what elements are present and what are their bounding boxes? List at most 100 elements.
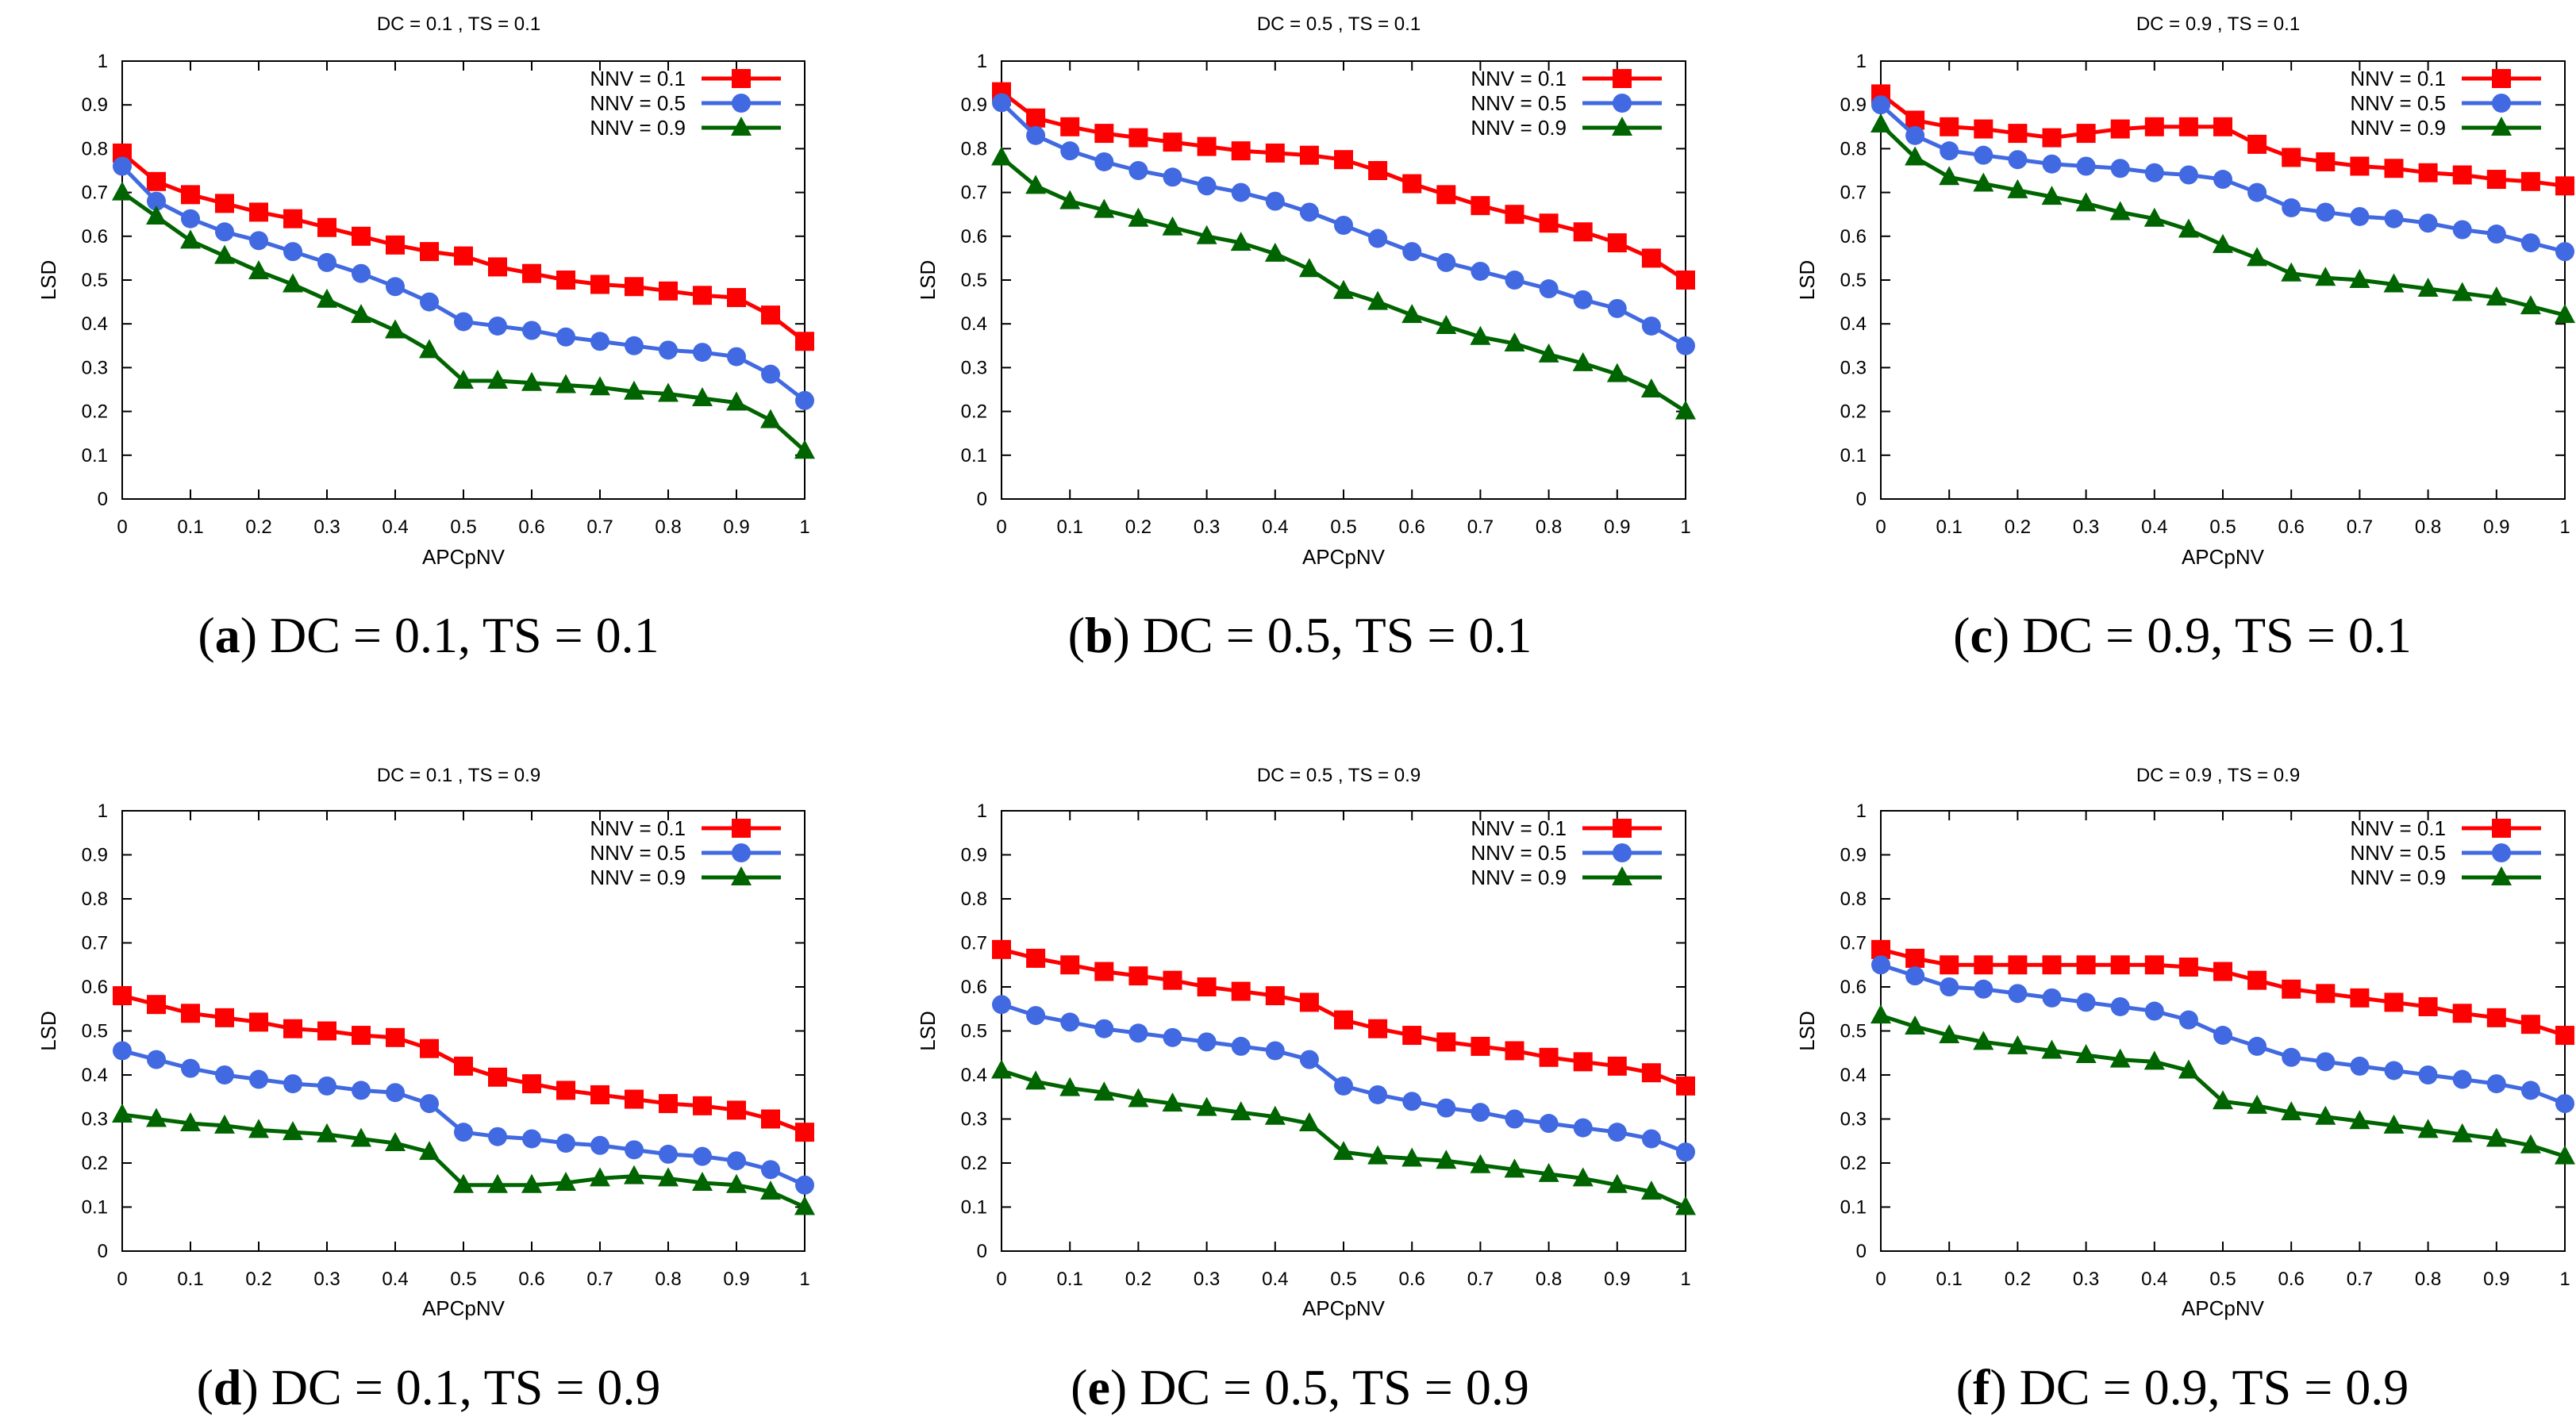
data-point bbox=[453, 1173, 474, 1193]
x-tick-label: 0.9 bbox=[1604, 516, 1630, 538]
caption-paren-open: ( bbox=[198, 607, 214, 663]
data-point bbox=[760, 1180, 781, 1200]
data-point bbox=[2110, 159, 2130, 178]
data-point bbox=[1299, 1050, 1319, 1069]
data-point bbox=[2350, 988, 2370, 1008]
data-point bbox=[590, 1084, 609, 1104]
data-point bbox=[522, 1074, 541, 1094]
data-point bbox=[760, 409, 781, 428]
data-point bbox=[283, 1074, 302, 1094]
data-point bbox=[693, 286, 712, 305]
data-point bbox=[1230, 232, 1251, 251]
data-point bbox=[1402, 1092, 1422, 1111]
chart-panel-a: DC = 0.1 , TS = 0.1 0 0.1 0.2 0.3 0.4 0.5 0.6 0.… bbox=[37, 13, 815, 663]
series-2 bbox=[113, 156, 814, 410]
data-point bbox=[2350, 206, 2370, 226]
data-point bbox=[625, 1140, 644, 1160]
data-point bbox=[522, 1129, 541, 1149]
data-point bbox=[556, 374, 576, 393]
y-tick-label: 0.7 bbox=[961, 933, 987, 954]
series-3 bbox=[112, 1103, 815, 1215]
data-point bbox=[249, 231, 268, 251]
data-point bbox=[2316, 152, 2336, 171]
y-tick-label: 0.7 bbox=[1840, 182, 1867, 204]
data-point bbox=[1539, 1047, 1559, 1067]
panel-caption: (e) DC = 0.5, TS = 0.9 bbox=[1071, 1359, 1529, 1415]
data-point bbox=[2418, 1065, 2438, 1084]
data-point bbox=[2247, 134, 2267, 154]
y-tick-label: 0.3 bbox=[82, 1109, 108, 1130]
y-tick-label: 0.8 bbox=[1840, 138, 1867, 159]
caption-text: DC = 0.9, TS = 0.1 bbox=[2009, 607, 2412, 663]
x-tick-label: 0.2 bbox=[2005, 1269, 2031, 1290]
y-tick-label: 0.1 bbox=[961, 445, 987, 466]
data-point bbox=[2076, 992, 2096, 1012]
y-tick-label: 0.9 bbox=[1840, 845, 1867, 866]
data-point bbox=[1538, 343, 1559, 363]
data-point bbox=[590, 1167, 610, 1187]
data-point bbox=[1163, 132, 1182, 152]
data-point bbox=[420, 1094, 439, 1114]
data-point bbox=[1641, 1129, 1661, 1149]
legend-marker bbox=[1613, 94, 1632, 113]
legend-marker bbox=[732, 69, 751, 88]
y-tick-label: 0.5 bbox=[82, 1021, 108, 1042]
data-point bbox=[2008, 124, 2028, 144]
data-point bbox=[1436, 185, 1456, 205]
y-axis-label: LSD bbox=[916, 1011, 940, 1051]
data-point bbox=[1641, 316, 1661, 336]
series-2 bbox=[1871, 955, 2574, 1114]
data-point bbox=[1436, 314, 1457, 334]
y-tick-label: 0.9 bbox=[961, 94, 987, 116]
data-point bbox=[2076, 156, 2096, 176]
data-point bbox=[1026, 1006, 1046, 1026]
data-point bbox=[1436, 252, 1456, 272]
data-point bbox=[992, 995, 1011, 1015]
data-point bbox=[1128, 161, 1148, 180]
legend-label: NNV = 0.1 bbox=[2350, 816, 2446, 840]
data-point bbox=[1060, 955, 1080, 975]
data-point bbox=[761, 364, 780, 384]
x-tick-label: 0.1 bbox=[1936, 1269, 1963, 1290]
data-point bbox=[1163, 1027, 1182, 1047]
data-point bbox=[590, 332, 609, 351]
x-tick-label: 0 bbox=[1875, 1269, 1886, 1290]
data-point bbox=[1974, 119, 1994, 139]
x-tick-label: 0.7 bbox=[586, 1269, 613, 1290]
caption-text: DC = 0.5, TS = 0.1 bbox=[1130, 607, 1532, 663]
data-point bbox=[761, 1160, 780, 1180]
data-point bbox=[624, 1165, 644, 1184]
chart-title: DC = 0.9 , TS = 0.1 bbox=[2136, 13, 2300, 35]
legend-label: NNV = 0.1 bbox=[590, 67, 686, 90]
y-tick-label: 0.5 bbox=[82, 270, 108, 291]
x-tick-label: 0.5 bbox=[2209, 516, 2236, 538]
data-point bbox=[351, 1127, 371, 1147]
data-point bbox=[556, 1134, 575, 1154]
data-point bbox=[795, 332, 814, 351]
data-point bbox=[248, 1119, 269, 1138]
data-point bbox=[2110, 119, 2130, 139]
data-point bbox=[1368, 1084, 1388, 1104]
legend-marker bbox=[2492, 69, 2511, 88]
data-point bbox=[2486, 286, 2507, 306]
data-point bbox=[2076, 124, 2096, 144]
x-tick-label: 0.7 bbox=[1467, 1269, 1494, 1290]
y-tick-label: 0.7 bbox=[82, 182, 108, 204]
data-point bbox=[249, 202, 268, 222]
data-point bbox=[2520, 1081, 2540, 1100]
data-point bbox=[1607, 233, 1627, 253]
data-point bbox=[2418, 213, 2438, 233]
legend-marker bbox=[2491, 866, 2512, 885]
data-point bbox=[1026, 948, 1046, 968]
data-point bbox=[1334, 216, 1353, 235]
data-point bbox=[2316, 984, 2336, 1004]
x-tick-label: 0.5 bbox=[1330, 1269, 1356, 1290]
data-point bbox=[1299, 145, 1319, 165]
data-point bbox=[693, 1096, 712, 1115]
data-point bbox=[1334, 1076, 1353, 1096]
data-point bbox=[1940, 977, 1959, 996]
data-point bbox=[2144, 163, 2164, 182]
y-tick-label: 0.7 bbox=[961, 182, 987, 204]
data-point bbox=[180, 1112, 201, 1132]
data-point bbox=[2315, 267, 2336, 286]
